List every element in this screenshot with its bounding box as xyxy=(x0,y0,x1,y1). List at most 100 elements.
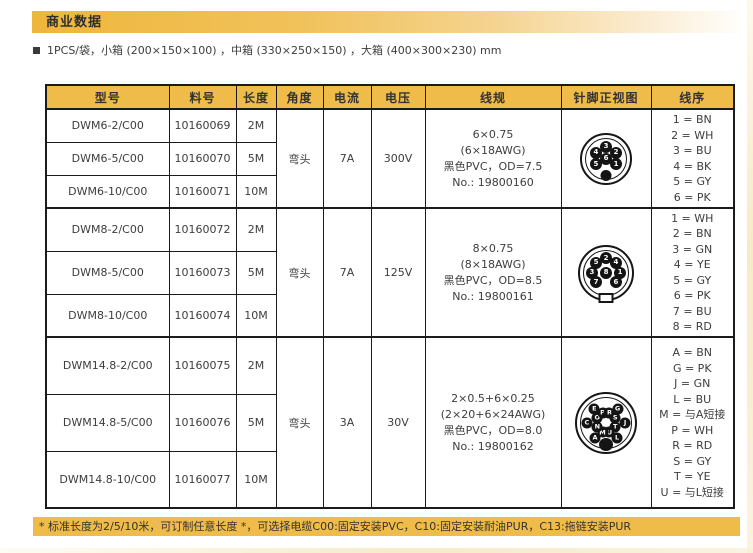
pin-G: G xyxy=(612,403,624,415)
model-cell: DWM6-10/C00 xyxy=(45,174,170,209)
length-cell: 5M xyxy=(235,250,277,295)
part-no-cell: 10160071 xyxy=(168,174,237,209)
pin-E: E xyxy=(588,403,600,415)
keying-notch xyxy=(599,437,613,451)
model-cell: DWM14.8-2/C00 xyxy=(45,336,170,395)
col-header-pin-view: 针脚正视图 xyxy=(560,84,652,110)
col-header-current: 电流 xyxy=(322,84,372,110)
pin-T: T xyxy=(609,421,621,433)
pin-L: L xyxy=(611,432,623,444)
table-row: DWM8-5/C00 10160073 5M xyxy=(45,250,734,295)
col-header-model: 型号 xyxy=(45,84,170,110)
section-title: 商业数据 xyxy=(46,15,103,30)
pin-A: A xyxy=(589,432,601,444)
footer-note-text: * 标准长度为2/5/10米，可订制任意长度 *，可选择电缆C00:固定安装PV… xyxy=(39,520,632,533)
table-row: DWM14.8-2/C00 10160075 2M 弯头 3A 30V 2×0.… xyxy=(45,336,735,509)
angle-cell: 弯头 xyxy=(275,207,324,338)
part-no-cell: 10160077 xyxy=(168,450,237,509)
pin-R: R xyxy=(603,407,615,419)
pin-6: 6 xyxy=(600,152,612,165)
table-row: DWM6-5/C00 10160070 5M xyxy=(45,141,734,176)
current-cell: 7A xyxy=(322,108,372,209)
wire-spec-cell: 8×0.75 (8×18AWG) 黑色PVC，OD=8.5 No.: 19800… xyxy=(424,207,562,338)
packaging-note: 1PCS/袋，小箱 (200×150×100) ，中箱 (330×250×150… xyxy=(33,42,501,58)
page-edge-bottom xyxy=(0,548,753,553)
model-cell: DWM8-10/C00 xyxy=(45,293,170,338)
length-cell: 5M xyxy=(235,393,277,452)
wire-order-cell: 1 = WH 2 = BN 3 = GN 4 = YE 5 = GY 6 = P… xyxy=(650,207,735,338)
pin-1: 1 xyxy=(614,266,627,279)
pin-5: 5 xyxy=(590,256,603,269)
pin-3: 3 xyxy=(585,266,598,279)
keying-notch xyxy=(600,169,612,181)
pin-O: O xyxy=(591,412,603,424)
voltage-cell: 30V xyxy=(370,336,426,509)
voltage-cell: 125V xyxy=(370,207,426,338)
length-cell: 2M xyxy=(235,207,277,252)
part-no-cell: 10160072 xyxy=(168,207,237,252)
col-header-part-no: 料号 xyxy=(168,84,237,110)
wire-spec-cell: 6×0.75 (6×18AWG) 黑色PVC，OD=7.5 No.: 19800… xyxy=(424,108,562,209)
model-cell: DWM6-2/C00 xyxy=(45,108,170,143)
part-no-cell: 10160074 xyxy=(168,293,237,338)
angle-cell: 弯头 xyxy=(275,336,324,509)
length-cell: 2M xyxy=(235,336,277,395)
col-header-wire-spec: 线规 xyxy=(424,84,562,110)
pin-N: N xyxy=(591,421,603,433)
length-cell: 10M xyxy=(235,450,277,509)
section-title-bar: 商业数据 xyxy=(32,11,740,33)
length-cell: 5M xyxy=(235,141,277,176)
col-header-length: 长度 xyxy=(235,84,277,110)
length-cell: 10M xyxy=(235,293,277,338)
col-header-wire-order: 线序 xyxy=(650,84,735,110)
col-header-voltage: 电压 xyxy=(370,84,426,110)
pin-S: S xyxy=(609,412,621,424)
pin-3: 3 xyxy=(600,140,612,153)
bullet-square-icon xyxy=(33,46,40,54)
angle-cell: 弯头 xyxy=(275,108,324,209)
table-header-row: 型号 料号 长度 角度 电流 电压 线规 针脚正视图 线序 xyxy=(45,84,735,110)
current-cell: 7A xyxy=(322,207,372,338)
pin-2: 2 xyxy=(610,146,623,159)
product-spec-table: 型号 料号 长度 角度 电流 电压 线规 针脚正视图 线序 DWM6-2/C00… xyxy=(45,84,735,509)
part-no-cell: 10160070 xyxy=(168,141,237,176)
length-cell: 2M xyxy=(235,108,277,143)
pin-2: 2 xyxy=(600,252,612,265)
table-row: DWM8-10/C00 10160074 10M xyxy=(45,293,734,338)
voltage-cell: 300V xyxy=(370,108,426,209)
part-no-cell: 10160073 xyxy=(168,250,237,295)
wire-order-cell: A = BN G = PK J = GN L = BU M = 与A短接 P =… xyxy=(650,336,735,509)
model-cell: DWM14.8-5/C00 xyxy=(45,393,170,452)
current-cell: 3A xyxy=(322,336,372,509)
pin-U: U xyxy=(603,426,615,438)
pin-5: 5 xyxy=(589,158,602,171)
pin-M: M xyxy=(597,426,609,438)
footer-note-bar: * 标准长度为2/5/10米，可订制任意长度 *，可选择电缆C00:固定安装PV… xyxy=(33,517,740,536)
pin-8: 8 xyxy=(600,266,612,279)
pin-J: J xyxy=(619,417,631,428)
wire-order-cell: 1 = BN 2 = WH 3 = BU 4 = BK 5 = GY 6 = P… xyxy=(650,108,735,209)
pin-4: 4 xyxy=(609,256,622,269)
table-row: DWM8-2/C00 10160072 2M 弯头 7A 125V 8×0.75… xyxy=(45,207,735,338)
pin-1: 1 xyxy=(610,158,623,171)
packaging-note-text: 1PCS/袋，小箱 (200×150×100) ，中箱 (330×250×150… xyxy=(47,44,502,57)
table-row: DWM14.8-5/C00 10160076 5M xyxy=(45,393,734,452)
page-edge-right xyxy=(747,0,753,553)
pin-C: C xyxy=(581,417,593,428)
part-no-cell: 10160075 xyxy=(168,336,237,395)
part-no-cell: 10160076 xyxy=(168,393,237,452)
table-row: DWM14.8-10/C00 10160077 10M xyxy=(45,450,734,509)
wire-spec-cell: 2×0.5+6×0.25 (2×20+6×24AWG) 黑色PVC，OD=8.0… xyxy=(424,336,562,509)
model-cell: DWM6-5/C00 xyxy=(45,141,170,176)
pin-7: 7 xyxy=(590,276,603,289)
model-cell: DWM8-2/C00 xyxy=(45,207,170,252)
pin-P: P xyxy=(597,407,609,419)
model-cell: DWM14.8-10/C00 xyxy=(45,450,170,509)
